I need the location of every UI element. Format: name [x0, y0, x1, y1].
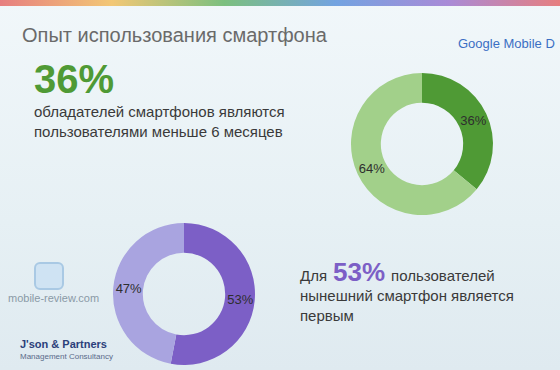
html-text:обладателей смартфонов являютс: обладателей смартфонов являются	[34, 103, 285, 120]
html-text:Опыт использования смартфона: Опыт использования смартфона	[22, 24, 327, 46]
html-text:Management Consultancy: Management Consultancy	[20, 352, 113, 361]
html-text:первым: первым	[300, 307, 354, 324]
html-text:36%: 36%	[34, 57, 115, 101]
svg-text:53%: 53%	[227, 292, 253, 307]
html-text:нынешний смартфон является: нынешний смартфон является	[300, 287, 514, 304]
html-text:пользователями меньше 6 месяце: пользователями меньше 6 месяцев	[34, 123, 283, 140]
html-text:mobile-review.com: mobile-review.com	[8, 292, 100, 304]
html-text:J'son & Partners: J'son & Partners	[20, 338, 107, 350]
svg-text:47%: 47%	[116, 281, 142, 296]
html-text:Google Mobile D: Google Mobile D	[458, 36, 555, 51]
svg-text:36%: 36%	[460, 113, 486, 128]
svg-text:64%: 64%	[359, 161, 385, 176]
html-text:Для 53% пользователей: Для 53% пользователей	[300, 257, 495, 287]
